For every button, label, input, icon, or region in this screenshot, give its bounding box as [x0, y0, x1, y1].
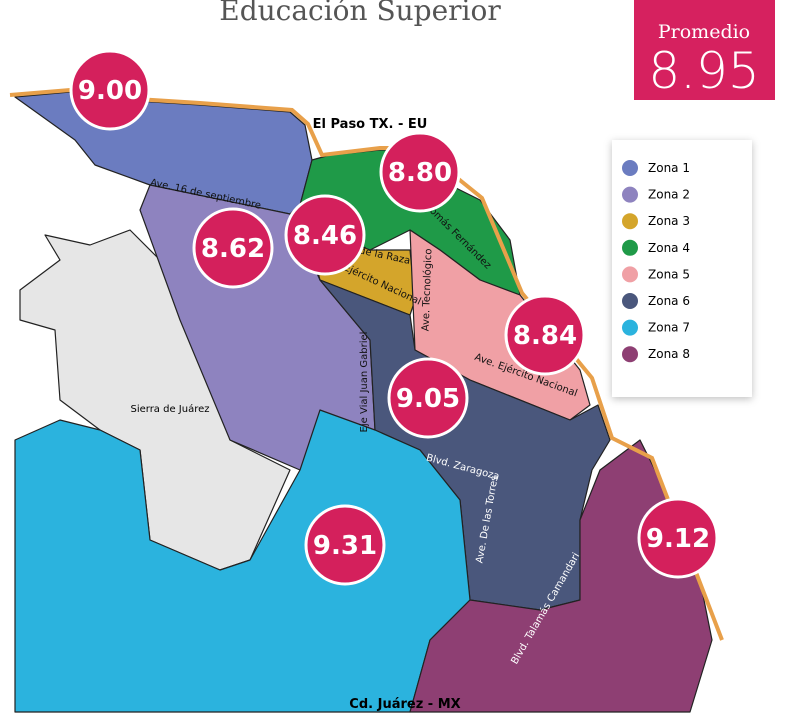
street-label: Eje Vial Juan Gabriel	[359, 332, 370, 433]
score-label: 9.05	[396, 384, 460, 414]
score-badge	[192, 207, 274, 289]
legend-swatch	[622, 266, 638, 283]
score-label: 8.62	[201, 234, 265, 264]
score-label: 9.12	[646, 524, 710, 554]
legend-label: Zona 6	[648, 294, 690, 308]
place-label: El Paso TX. - EU	[313, 117, 428, 132]
legend-label: Zona 1	[648, 161, 690, 175]
average-box	[634, 0, 775, 100]
score-label: 8.84	[513, 321, 577, 351]
score-badge	[69, 49, 151, 131]
legend-label: Zona 7	[648, 321, 690, 335]
place-label: Cd. Juárez - MX	[349, 697, 460, 712]
score-label: 9.31	[313, 531, 377, 561]
legend-label: Zona 5	[648, 267, 690, 281]
score-badge	[504, 294, 586, 376]
legend-label: Zona 4	[648, 241, 690, 255]
score-badge	[304, 504, 386, 586]
average-value: 8.95	[648, 42, 759, 100]
score-badge	[637, 497, 719, 579]
legend-label: Zona 8	[648, 347, 690, 361]
average-label: Promedio	[658, 21, 750, 43]
score-label: 8.46	[293, 221, 357, 251]
legend-swatch	[622, 213, 638, 230]
score-label: 9.00	[78, 76, 142, 106]
zone-8	[409, 439, 713, 713]
legend-swatch	[622, 160, 638, 176]
legend-swatch	[622, 239, 638, 256]
legend-swatch	[622, 346, 638, 363]
legend-swatch	[622, 293, 638, 309]
legend-label: Zona 2	[648, 188, 690, 202]
street-label: Ave. Tecnológico	[420, 248, 435, 331]
title: Educación Superior	[219, 0, 501, 27]
legend-label: Zona 3	[648, 214, 690, 228]
place-label: Sierra de Juárez	[130, 403, 209, 415]
legend-swatch	[622, 319, 638, 336]
score-badge	[379, 131, 461, 213]
score-label: 8.80	[388, 158, 452, 188]
legend-swatch	[622, 186, 638, 203]
score-badge	[284, 194, 366, 276]
score-badge	[387, 357, 469, 439]
